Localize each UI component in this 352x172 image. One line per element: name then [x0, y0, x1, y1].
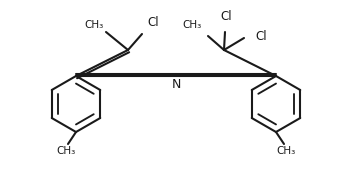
Text: CH₃: CH₃: [56, 146, 76, 156]
Text: Cl: Cl: [220, 10, 232, 23]
Text: N: N: [171, 78, 181, 91]
Text: Cl: Cl: [255, 30, 266, 42]
Text: CH₃: CH₃: [276, 146, 296, 156]
Text: Cl: Cl: [147, 16, 159, 29]
Text: CH₃: CH₃: [85, 20, 104, 30]
Text: CH₃: CH₃: [183, 20, 202, 30]
